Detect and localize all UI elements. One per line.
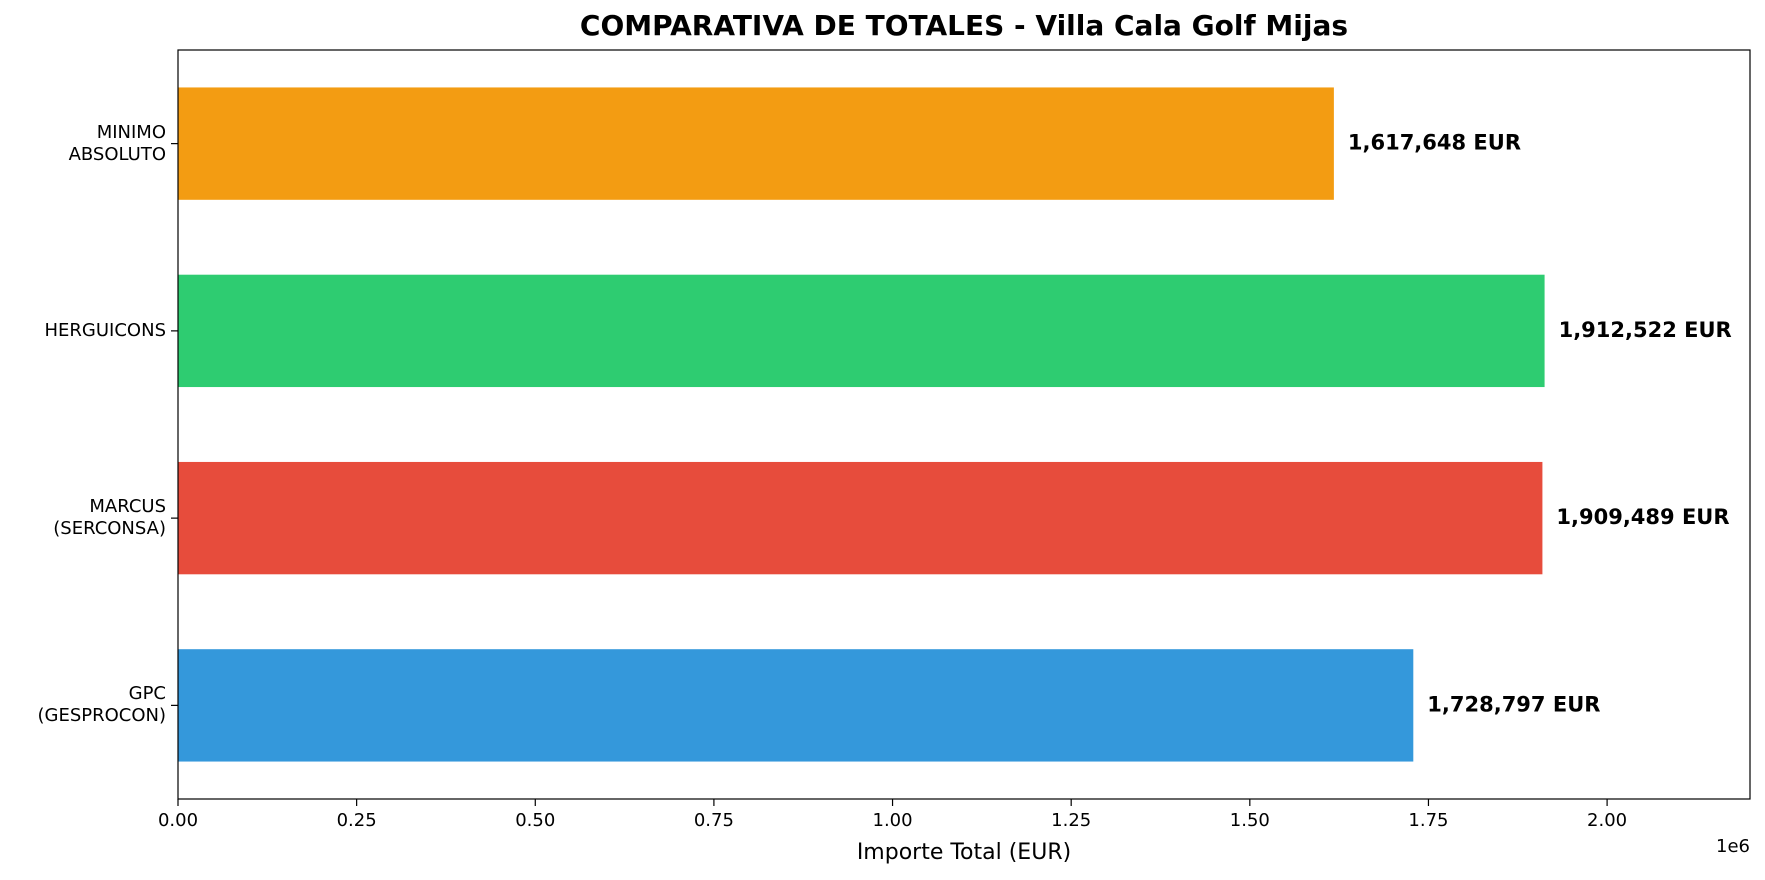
value-label: 1,912,522 EUR <box>1559 318 1732 342</box>
chart-title: COMPARATIVA DE TOTALES - Villa Cala Golf… <box>580 9 1348 42</box>
x-tick-label: 1.50 <box>1230 810 1270 831</box>
x-tick-label: 1.75 <box>1408 810 1448 831</box>
x-tick-label: 1.00 <box>873 810 913 831</box>
value-label: 1,617,648 EUR <box>1348 131 1521 155</box>
y-tick-label: MARCUS (SERCONSA) <box>53 496 166 540</box>
bar <box>178 461 1543 575</box>
x-tick-label: 0.50 <box>515 810 555 831</box>
x-axis-label: Importe Total (EUR) <box>857 840 1071 865</box>
x-tick-label: 1.25 <box>1051 810 1091 831</box>
x-tick-label: 0.75 <box>694 810 734 831</box>
plot-frame <box>177 49 1751 800</box>
y-tick-label: GPC (GESPROCON) <box>37 683 166 727</box>
bar <box>178 649 1414 762</box>
bar <box>178 274 1545 388</box>
value-label: 1,728,797 EUR <box>1427 692 1600 716</box>
x-tick-label: 0.00 <box>158 810 198 831</box>
x-tick-label: 2.00 <box>1587 810 1627 831</box>
y-tick-label: MINIMO ABSOLUTO <box>68 121 166 165</box>
y-tick-label: HERGUICONS <box>44 319 166 341</box>
x-offset-label: 1e6 <box>1716 836 1750 857</box>
x-tick-label: 0.25 <box>337 810 377 831</box>
bar <box>178 87 1334 200</box>
value-label: 1,909,489 EUR <box>1556 505 1729 529</box>
